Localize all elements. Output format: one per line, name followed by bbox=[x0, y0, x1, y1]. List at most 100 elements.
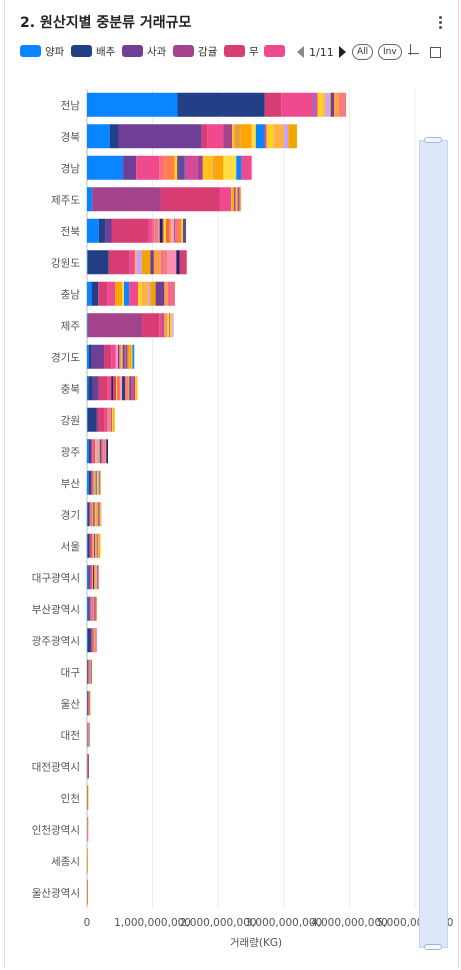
legend-item-tangerine[interactable]: 감귤 bbox=[173, 43, 217, 59]
crop-icon[interactable] bbox=[408, 44, 422, 58]
bar-segment bbox=[236, 187, 238, 212]
bar-segment bbox=[87, 502, 88, 527]
bar-segment bbox=[129, 250, 135, 275]
bar-segment bbox=[87, 628, 91, 653]
bar-segment bbox=[87, 250, 88, 275]
bar-segment bbox=[136, 155, 160, 180]
bar-segment bbox=[154, 218, 159, 243]
legend-label: 감귤 bbox=[198, 45, 218, 58]
bar-segment bbox=[89, 659, 91, 684]
bar-segment bbox=[177, 155, 185, 180]
bar-segment bbox=[87, 376, 89, 401]
bar-segment bbox=[118, 344, 119, 369]
bar-segment bbox=[87, 722, 88, 747]
bar-segment bbox=[92, 596, 94, 621]
bar-segment bbox=[115, 281, 123, 306]
legend-swatch bbox=[264, 45, 285, 57]
bar-segment bbox=[111, 376, 114, 401]
bar-segment bbox=[97, 565, 98, 590]
bar-segment bbox=[87, 691, 89, 716]
bar-segment bbox=[95, 470, 97, 495]
bar-segment bbox=[213, 155, 216, 180]
more-options-icon[interactable] bbox=[437, 16, 443, 32]
bar-segment bbox=[98, 470, 100, 495]
bar-segment bbox=[88, 439, 91, 464]
bar-segment bbox=[273, 124, 284, 149]
category-label: 충북 bbox=[61, 383, 81, 395]
bar-segment bbox=[95, 628, 97, 653]
bar-segment bbox=[97, 565, 99, 590]
legend-item-cabbage[interactable]: 배추 bbox=[71, 43, 115, 59]
bar-segment bbox=[87, 533, 88, 558]
category-label: 세종시 bbox=[51, 856, 80, 868]
bar-segment bbox=[87, 659, 88, 684]
bar-segment bbox=[97, 502, 99, 527]
legend-item-truncated[interactable] bbox=[264, 43, 289, 59]
bar-segment bbox=[111, 407, 114, 432]
bar-segment bbox=[232, 124, 235, 149]
bar-segment bbox=[94, 470, 96, 495]
bar-segment bbox=[87, 659, 88, 684]
bar-segment bbox=[92, 596, 93, 621]
bar-segment bbox=[106, 439, 108, 464]
category-label: 인천 bbox=[61, 793, 80, 805]
bar-segment bbox=[92, 470, 94, 495]
next-page-icon[interactable] bbox=[338, 46, 346, 58]
bar-segment bbox=[90, 439, 93, 464]
zoom-slider-bottom-handle[interactable] bbox=[424, 944, 442, 950]
chart-card bbox=[4, 0, 459, 968]
prev-page-icon[interactable] bbox=[297, 46, 304, 58]
bar-segment bbox=[133, 376, 136, 401]
bar-segment bbox=[92, 628, 94, 653]
bar-segment bbox=[159, 155, 165, 180]
bar-segment bbox=[87, 470, 89, 495]
bar-segment bbox=[95, 565, 97, 590]
inverse-selection-button[interactable]: Inv bbox=[378, 44, 402, 60]
legend-item-radish[interactable]: 무 bbox=[224, 43, 259, 59]
bar-segment bbox=[123, 281, 130, 306]
bar-segment bbox=[87, 218, 99, 243]
select-all-button[interactable]: All bbox=[352, 44, 374, 60]
bar-segment bbox=[162, 250, 168, 275]
bar-segment bbox=[219, 187, 232, 212]
category-label: 광주 bbox=[61, 446, 81, 458]
bar-segment bbox=[118, 124, 202, 149]
bar-segment bbox=[234, 187, 237, 212]
zoom-slider-top-handle[interactable] bbox=[424, 137, 442, 143]
bar-segment bbox=[100, 533, 101, 558]
legend-item-onion[interactable]: 양파 bbox=[20, 43, 64, 59]
bar-segment bbox=[150, 281, 156, 306]
bar-segment bbox=[123, 155, 137, 180]
bar-segment bbox=[124, 376, 127, 401]
bar-segment bbox=[102, 439, 104, 464]
bar-segment bbox=[163, 218, 166, 243]
bar-segment bbox=[90, 533, 93, 558]
bar-segment bbox=[170, 313, 172, 338]
bar-segment bbox=[104, 344, 112, 369]
bar-segment bbox=[97, 407, 105, 432]
bar-segment bbox=[91, 344, 105, 369]
zoom-slider[interactable] bbox=[419, 140, 448, 948]
bar-segment bbox=[120, 344, 122, 369]
bar-segment bbox=[132, 344, 135, 369]
bar-segment bbox=[87, 659, 89, 684]
bar-segment bbox=[113, 376, 117, 401]
bar-segment bbox=[330, 92, 335, 117]
bar-segment bbox=[90, 565, 93, 590]
bar-segment bbox=[92, 187, 161, 212]
bar-segment bbox=[124, 344, 126, 369]
legend-item-apple[interactable]: 사과 bbox=[122, 43, 166, 59]
bar-segment bbox=[96, 533, 98, 558]
bar-segment bbox=[87, 92, 178, 117]
bar-segment bbox=[107, 281, 116, 306]
bar-segment bbox=[87, 313, 88, 338]
bar-segment bbox=[94, 596, 96, 621]
bar-segment bbox=[95, 439, 96, 464]
bar-segment bbox=[99, 502, 101, 527]
bar-segment bbox=[97, 502, 99, 527]
restore-icon[interactable] bbox=[428, 44, 442, 58]
bar-segment bbox=[87, 691, 89, 716]
bar-segment bbox=[87, 250, 109, 275]
bar-segment bbox=[128, 376, 130, 401]
